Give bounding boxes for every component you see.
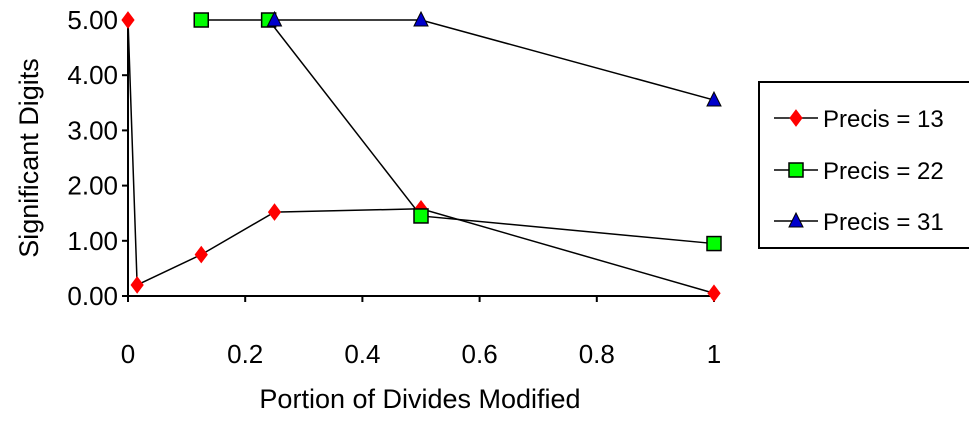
series-line-2 xyxy=(201,19,715,245)
x-tick-label: 0 xyxy=(121,339,135,369)
data-point-triangle xyxy=(266,10,283,27)
legend-label: Precis = 31 xyxy=(823,209,944,236)
y-tick-label: 5.00 xyxy=(67,5,118,35)
legend-marker-square xyxy=(788,162,804,178)
x-tick-label: 0.6 xyxy=(462,339,498,369)
y-tick-label: 3.00 xyxy=(67,115,118,145)
axes xyxy=(127,20,714,297)
y-tick-label: 2.00 xyxy=(67,171,118,201)
data-point-triangle xyxy=(413,10,429,27)
data-point-diamond xyxy=(707,284,721,303)
legend-item: Precis = 13 xyxy=(774,106,944,133)
y-tick-labels: 0.00 1.00 2.00 3.00 4.00 5.00 xyxy=(67,5,128,311)
legend: Precis = 13 Precis = 22 Precis = 31 xyxy=(758,81,969,249)
legend-item: Precis = 22 xyxy=(774,158,944,185)
legend-item: Precis = 31 xyxy=(774,209,944,236)
series-line-3 xyxy=(274,19,715,101)
x-tick-labels: 0 0.2 0.4 0.6 0.8 1 xyxy=(121,296,721,369)
x-tick-label: 0.2 xyxy=(227,339,263,369)
series-markers xyxy=(121,10,722,303)
series-lines xyxy=(127,19,715,294)
x-axis-title: Portion of Divides Modified xyxy=(259,384,580,414)
legend-label: Precis = 22 xyxy=(823,158,944,185)
data-point-diamond xyxy=(194,245,208,264)
data-point-triangle xyxy=(706,90,722,107)
y-tick-label: 0.00 xyxy=(67,281,118,311)
series-line-1 xyxy=(127,19,715,294)
data-point-diamond xyxy=(121,11,135,29)
data-point-square xyxy=(413,208,429,224)
x-tick-label: 0.8 xyxy=(579,339,615,369)
legend-items: Precis = 13 Precis = 22 Precis = 31 xyxy=(774,106,944,236)
x-tick-label: 1 xyxy=(707,339,721,369)
legend-marker-triangle xyxy=(788,211,804,228)
y-tick-label: 1.00 xyxy=(67,226,118,256)
data-point-diamond xyxy=(130,276,144,294)
legend-marker-diamond xyxy=(789,109,803,127)
data-point-diamond xyxy=(267,203,282,221)
data-point-square xyxy=(706,235,722,252)
y-tick-label: 4.00 xyxy=(67,60,118,90)
y-axis-title: Significant Digits xyxy=(14,58,44,258)
legend-label: Precis = 13 xyxy=(823,106,944,133)
x-tick-label: 0.4 xyxy=(344,339,380,369)
data-point-square xyxy=(193,12,209,28)
